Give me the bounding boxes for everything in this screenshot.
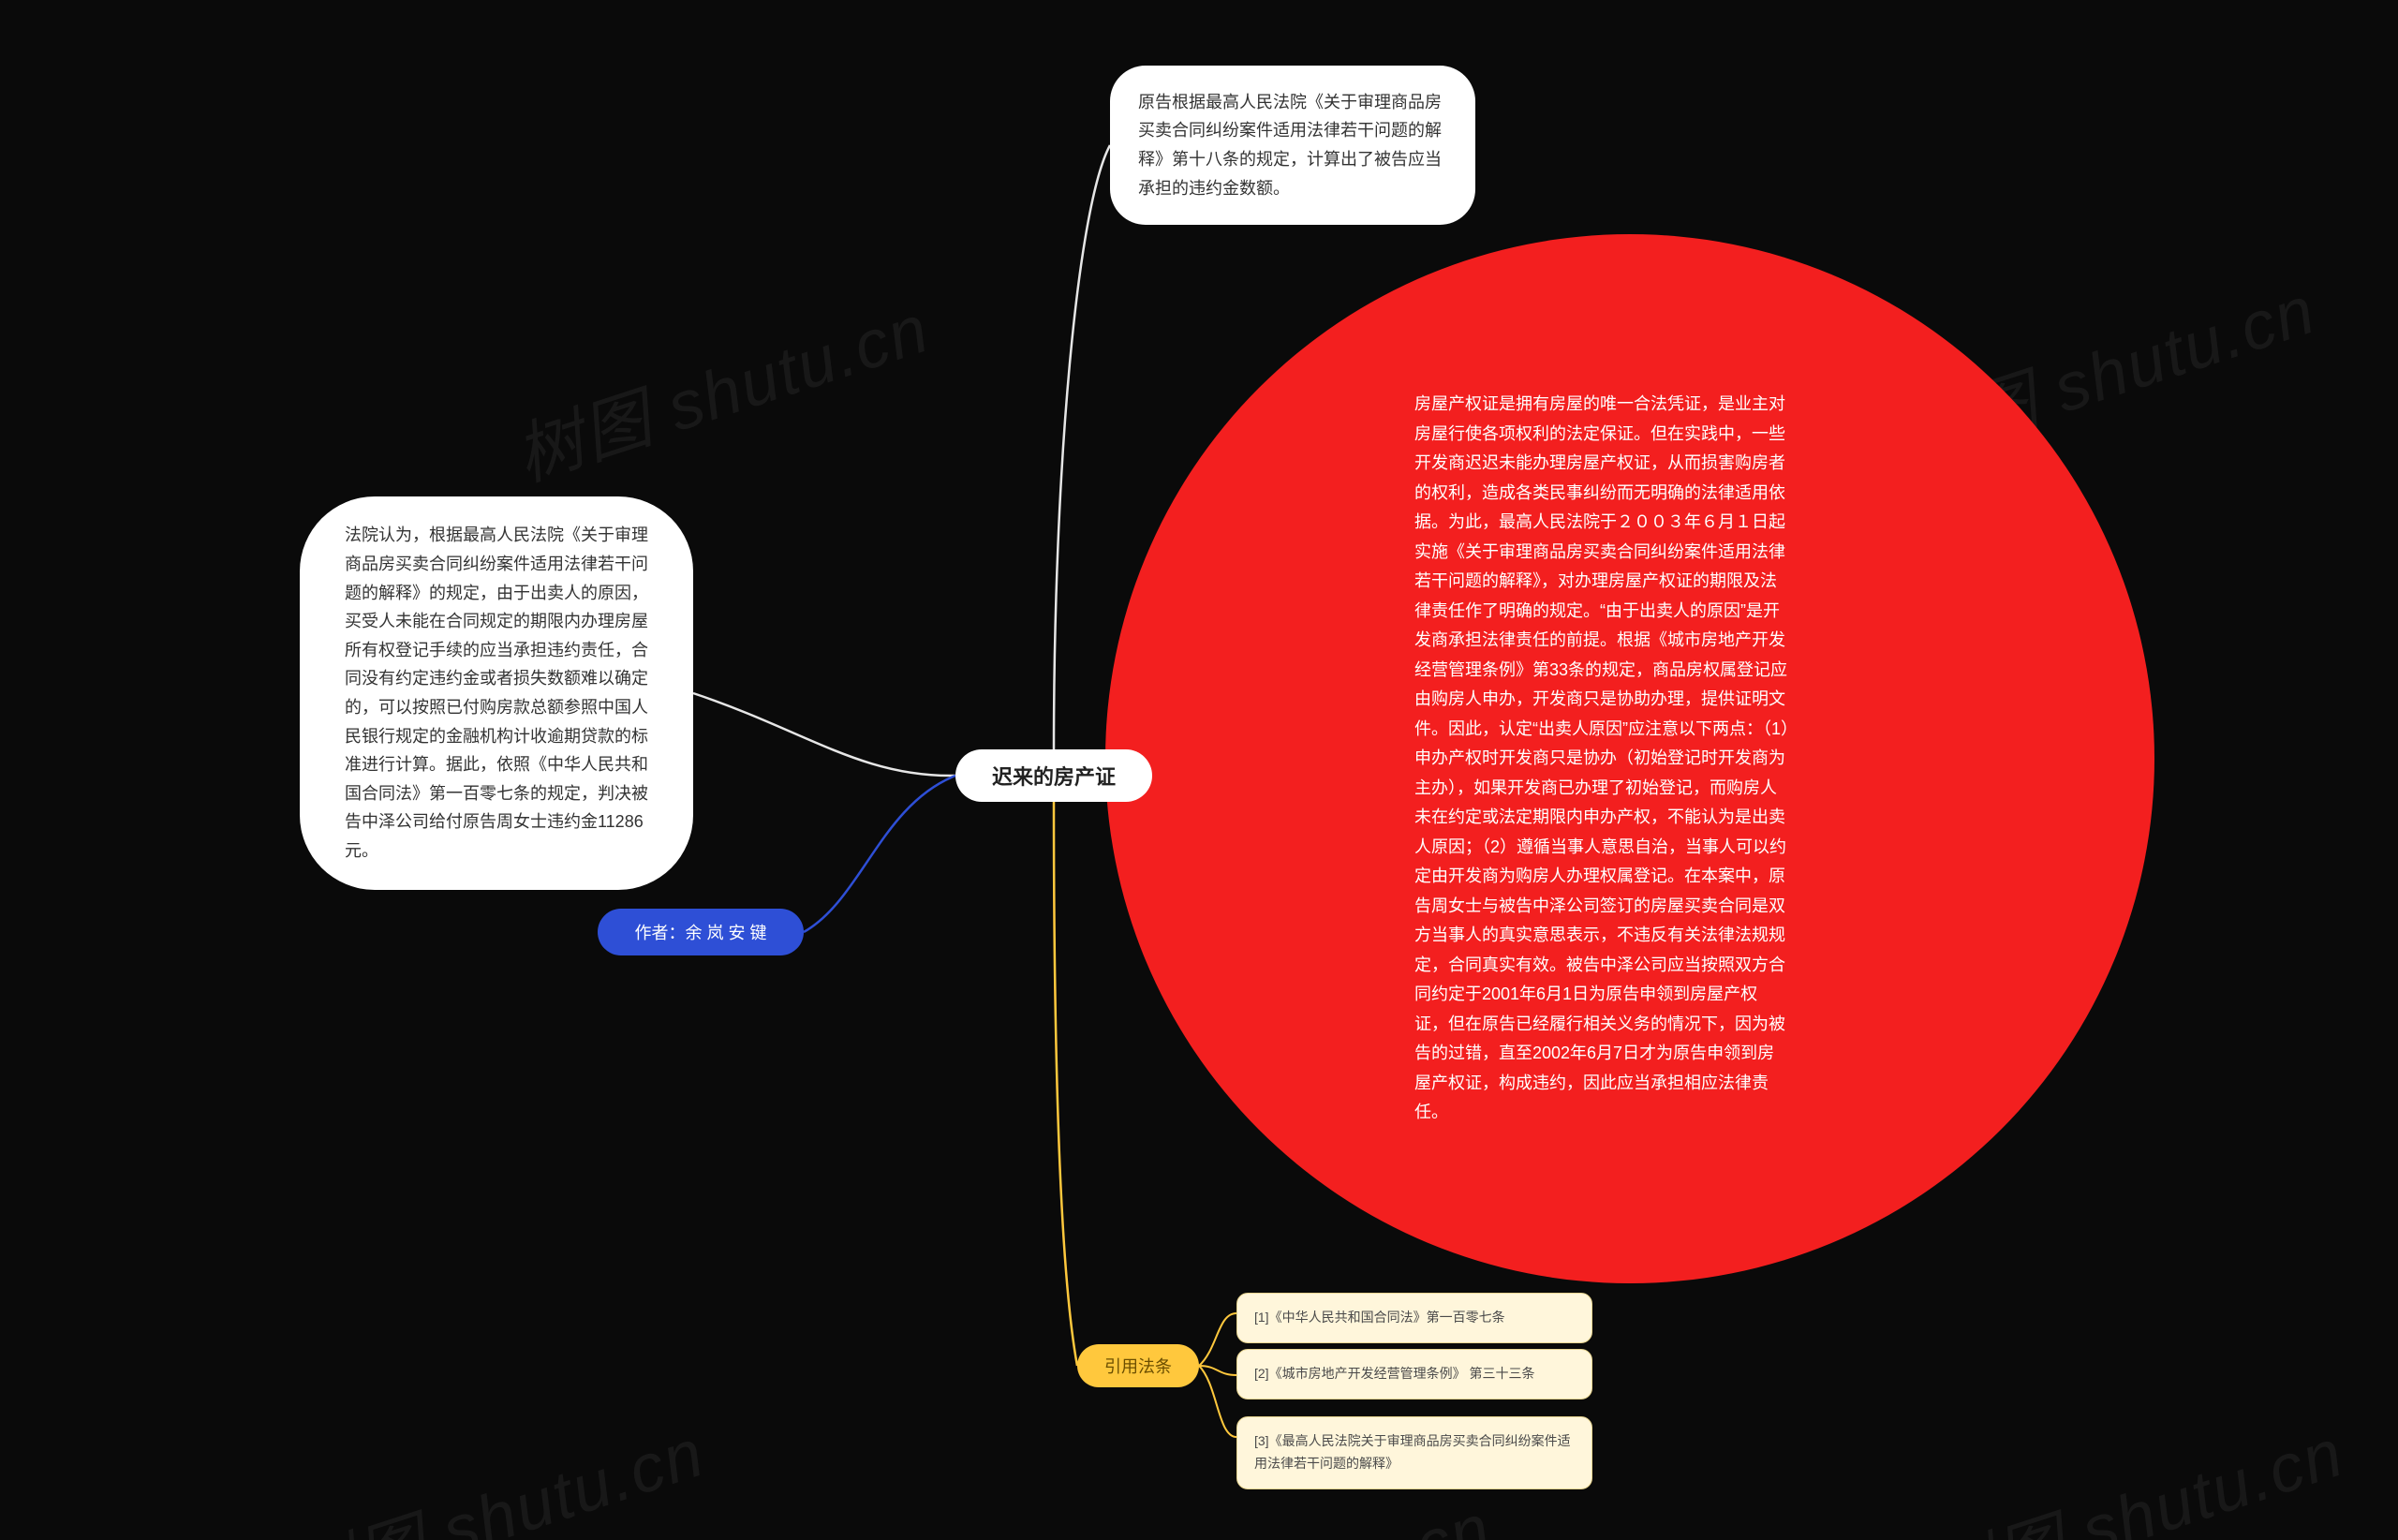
cite-label: 引用法条 — [1104, 1354, 1172, 1378]
edge-center-to-analysis — [693, 693, 955, 776]
top-note-text: 原告根据最高人民法院《关于审理商品房买卖合同纠纷案件适用法律若干问题的解释》第十… — [1138, 88, 1447, 202]
analysis-text: 法院认为，根据最高人民法院《关于审理商品房买卖合同纠纷案件适用法律若干问题的解释… — [345, 521, 648, 865]
cite-item-text: [3]《最高人民法院关于审理商品房买卖合同纠纷案件适用法律若干问题的解释》 — [1254, 1433, 1571, 1471]
center-label: 迟来的房产证 — [992, 761, 1116, 791]
edge-center-to-cite — [1054, 802, 1077, 1366]
center-node[interactable]: 迟来的房产证 — [955, 749, 1152, 802]
edge-cite-item-1 — [1199, 1313, 1236, 1366]
cite-item[interactable]: [3]《最高人民法院关于审理商品房买卖合同纠纷案件适用法律若干问题的解释》 — [1236, 1416, 1592, 1489]
author-node[interactable]: 作者：余 岚 安 键 — [598, 909, 804, 955]
edge-cite-item-2 — [1199, 1366, 1236, 1375]
cite-item-text: [1]《中华人民共和国合同法》第一百零七条 — [1254, 1310, 1505, 1325]
cite-node[interactable]: 引用法条 — [1077, 1344, 1199, 1387]
analysis-node[interactable]: 法院认为，根据最高人民法院《关于审理商品房买卖合同纠纷案件适用法律若干问题的解释… — [300, 496, 693, 890]
cite-item[interactable]: [2]《城市房地产开发经营管理条例》 第三十三条 — [1236, 1349, 1592, 1399]
edge-center-to-top — [1054, 145, 1110, 749]
edge-center-to-author — [804, 776, 955, 932]
top-note-node[interactable]: 原告根据最高人民法院《关于审理商品房买卖合同纠纷案件适用法律若干问题的解释》第十… — [1110, 66, 1475, 225]
watermark: 树图 shutu.cn — [276, 1398, 715, 1540]
cite-item-text: [2]《城市房地产开发经营管理条例》 第三十三条 — [1254, 1366, 1534, 1381]
edge-cite-item-3 — [1199, 1366, 1236, 1437]
watermark: 树图 shutu.cn — [1916, 1398, 2354, 1540]
watermark: 树图 shutu.cn — [501, 274, 940, 499]
detail-red-node[interactable]: 房屋产权证是拥有房屋的唯一合法凭证，是业主对房屋行使各项权利的法定保证。但在实践… — [1105, 234, 2154, 1283]
detail-red-text: 房屋产权证是拥有房屋的唯一合法凭证，是业主对房屋行使各项权利的法定保证。但在实践… — [1414, 390, 1789, 1128]
cite-item[interactable]: [1]《中华人民共和国合同法》第一百零七条 — [1236, 1293, 1592, 1343]
mindmap-canvas: 树图 shutu.cn 树图 shutu.cn 树图 shutu.cn 树图 s… — [0, 0, 2398, 1540]
author-label: 作者：余 岚 安 键 — [634, 920, 766, 944]
